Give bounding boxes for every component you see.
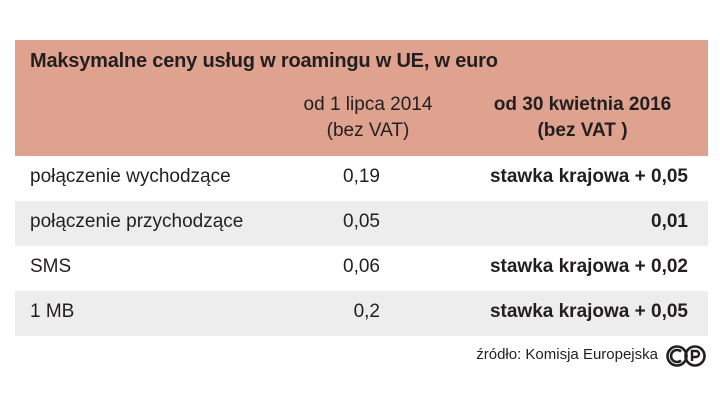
value-2014: 0,19 — [343, 166, 380, 187]
value-2014: 0,2 — [353, 301, 380, 322]
value-2016: stawka krajowa + 0,02 — [489, 256, 688, 277]
column-header-2016: od 30 kwietnia 2016 (bez VAT ) — [470, 92, 695, 144]
column-header-2016-line1: od 30 kwietnia 2016 — [493, 94, 672, 115]
column-header-2014: od 1 lipca 2014 (bez VAT) — [283, 92, 453, 144]
value-2014: 0,06 — [343, 256, 380, 277]
value-2016: stawka krajowa + 0,05 — [489, 301, 688, 322]
source-note: źródło: Komisja Europejska — [476, 346, 658, 363]
column-header-2014-line1: od 1 lipca 2014 — [303, 94, 433, 115]
table-title: Maksymalne ceny usług w roamingu w UE, w… — [30, 50, 498, 72]
value-2014: 0,05 — [343, 211, 380, 232]
row-label: SMS — [30, 256, 72, 277]
footer: źródło: Komisja Europejska — [15, 344, 708, 368]
pap-logo-icon — [666, 345, 706, 367]
value-2016: stawka krajowa + 0,05 — [489, 166, 688, 187]
column-header-2014-line2: (bez VAT) — [326, 120, 410, 141]
value-2016: 0,01 — [651, 211, 688, 232]
table-body: połączenie wychodzące 0,19 stawka krajow… — [15, 156, 708, 336]
table-row: SMS 0,06 stawka krajowa + 0,02 — [15, 246, 708, 291]
row-label: 1 MB — [30, 301, 75, 322]
roaming-price-table: Maksymalne ceny usług w roamingu w UE, w… — [15, 40, 708, 336]
column-header-2016-line2: (bez VAT ) — [537, 120, 628, 141]
row-label: połączenie wychodzące — [30, 166, 231, 187]
row-label: połączenie przychodzące — [30, 211, 244, 232]
table-row: połączenie przychodzące 0,05 0,01 — [15, 201, 708, 246]
table-row: 1 MB 0,2 stawka krajowa + 0,05 — [15, 291, 708, 336]
table-header: Maksymalne ceny usług w roamingu w UE, w… — [15, 40, 708, 156]
table-row: połączenie wychodzące 0,19 stawka krajow… — [15, 156, 708, 201]
